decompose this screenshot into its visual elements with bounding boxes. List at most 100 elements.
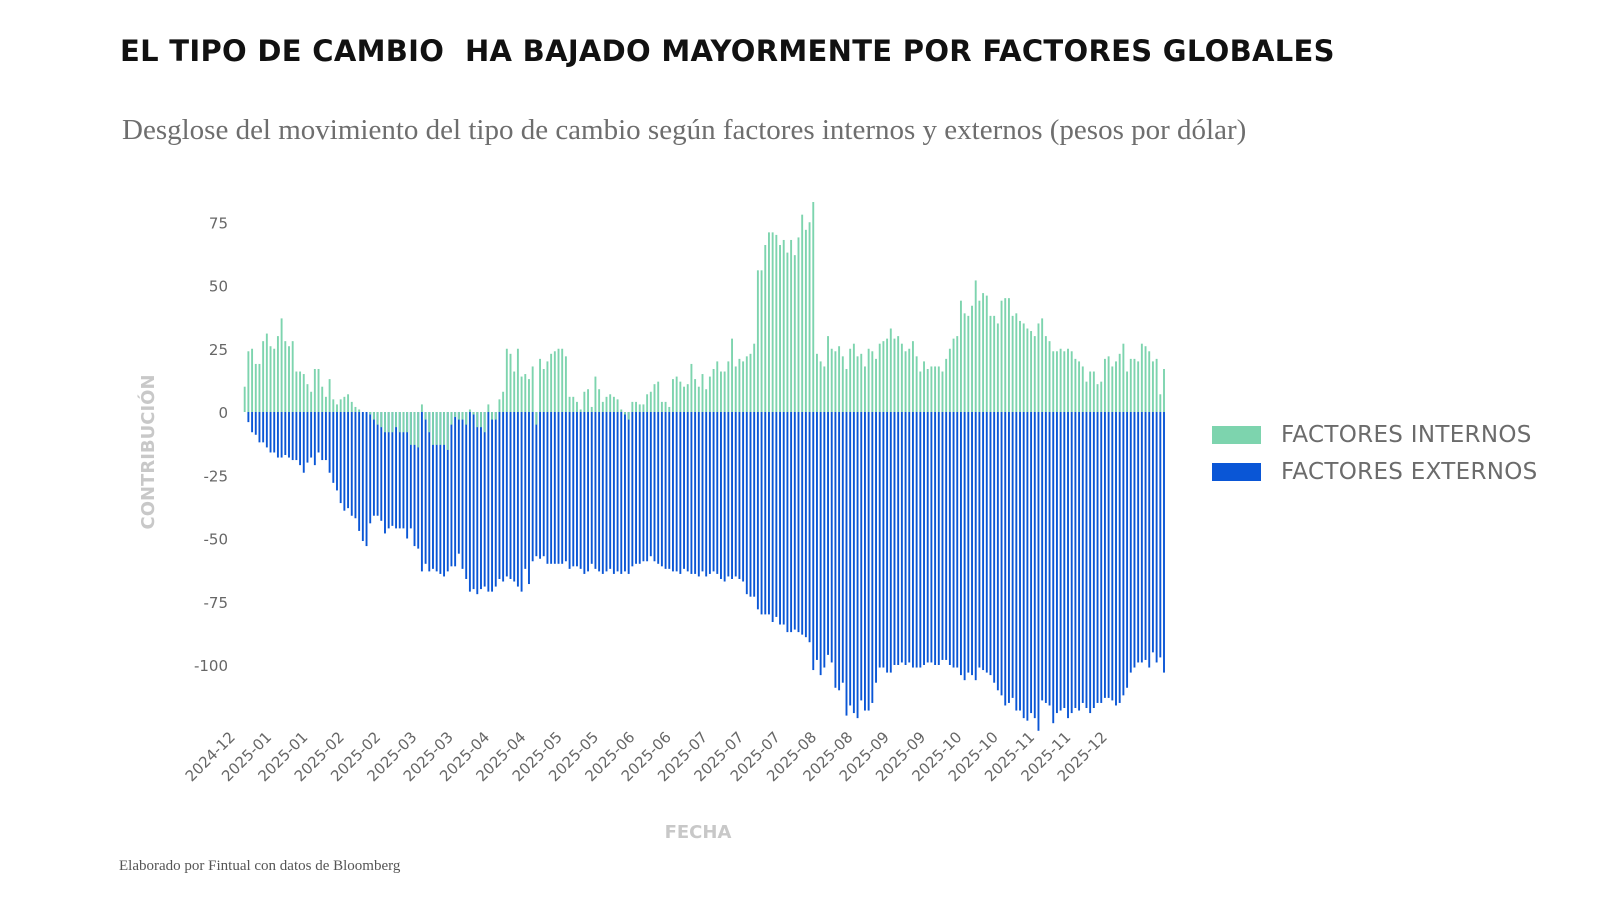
bar-internos xyxy=(1159,394,1162,412)
bar-internos xyxy=(967,315,970,412)
bar-externos xyxy=(734,412,737,577)
bar-internos xyxy=(358,409,361,412)
bar-internos xyxy=(372,412,375,420)
bar-externos xyxy=(505,412,508,577)
bar-externos xyxy=(686,412,689,572)
bar-internos xyxy=(1033,336,1036,412)
bar-internos xyxy=(572,396,575,412)
bar-internos xyxy=(428,412,431,433)
bar-internos xyxy=(409,412,412,445)
bar-externos xyxy=(247,412,250,423)
bar-internos xyxy=(731,338,733,412)
bar-internos xyxy=(601,401,604,412)
bar-externos xyxy=(406,412,409,539)
bar-internos xyxy=(686,384,689,412)
bar-internos xyxy=(764,245,767,412)
bar-externos xyxy=(624,412,626,572)
bar-externos xyxy=(867,412,870,711)
bar-externos xyxy=(701,412,704,572)
bar-externos xyxy=(265,412,268,448)
bar-internos xyxy=(649,391,652,412)
bar-externos xyxy=(332,412,335,483)
bar-externos xyxy=(657,412,660,564)
bar-externos xyxy=(1133,412,1136,668)
bar-internos xyxy=(675,376,678,412)
bar-internos xyxy=(664,401,667,412)
bar-externos xyxy=(952,412,955,668)
bar-externos xyxy=(675,412,678,572)
bar-externos xyxy=(915,412,918,668)
bar-internos xyxy=(1030,331,1033,412)
bar-internos xyxy=(827,336,829,412)
bar-internos xyxy=(793,255,796,412)
bar-externos xyxy=(919,412,922,668)
bar-internos xyxy=(1103,358,1106,412)
bar-internos xyxy=(1089,371,1092,412)
bar-internos xyxy=(819,361,822,412)
bar-internos xyxy=(1022,323,1025,412)
bar-internos xyxy=(446,412,449,450)
bar-internos xyxy=(1037,323,1040,412)
y-tick-label: -50 xyxy=(204,531,229,549)
bar-externos xyxy=(336,412,338,491)
bar-externos xyxy=(498,412,501,579)
bar-internos xyxy=(262,341,265,412)
bar-externos xyxy=(775,412,778,617)
bar-internos xyxy=(753,343,756,412)
bar-internos xyxy=(328,379,331,412)
bar-internos xyxy=(830,348,833,412)
bar-internos xyxy=(302,374,305,412)
bar-internos xyxy=(590,406,593,412)
bar-externos xyxy=(472,412,475,590)
bar-internos xyxy=(450,412,453,425)
bar-internos xyxy=(487,404,490,412)
bar-internos xyxy=(1081,366,1084,412)
bar-externos xyxy=(273,412,276,453)
bar-internos xyxy=(1000,300,1003,412)
bar-externos xyxy=(683,412,685,569)
bar-externos xyxy=(948,412,951,665)
bar-internos xyxy=(1070,351,1073,412)
legend-item-internos[interactable]: FACTORES INTERNOS xyxy=(1212,416,1538,453)
legend-item-externos[interactable]: FACTORES EXTERNOS xyxy=(1212,453,1538,490)
bar-internos xyxy=(756,270,759,412)
bar-externos xyxy=(398,412,401,529)
bar-externos xyxy=(354,412,357,519)
bar-internos xyxy=(812,202,815,412)
bar-internos xyxy=(513,371,516,412)
x-axis: 2024-122025-012025-012025-022025-022025-… xyxy=(182,728,1111,785)
bar-internos xyxy=(516,348,519,412)
bar-internos xyxy=(324,396,327,412)
bar-internos xyxy=(461,412,464,420)
bar-externos xyxy=(1085,412,1088,709)
bar-externos xyxy=(756,412,759,610)
bar-externos xyxy=(391,412,394,526)
bar-internos xyxy=(919,371,922,412)
bar-internos xyxy=(974,280,977,412)
bar-internos xyxy=(897,336,900,412)
bar-externos xyxy=(276,412,279,458)
bar-externos xyxy=(1055,412,1058,714)
bar-externos xyxy=(413,412,416,547)
bar-externos xyxy=(1063,412,1066,709)
bar-internos xyxy=(1133,358,1136,412)
bar-externos xyxy=(697,412,700,577)
bar-internos xyxy=(1148,351,1151,412)
chart-title: EL TIPO DE CAMBIO HA BAJADO MAYORMENTE P… xyxy=(120,34,1335,68)
bar-externos xyxy=(967,412,970,673)
bar-internos xyxy=(465,412,468,425)
bar-internos xyxy=(1085,381,1088,412)
bar-internos xyxy=(745,356,748,412)
bar-internos xyxy=(775,234,778,412)
bar-externos xyxy=(483,412,486,587)
bar-internos xyxy=(823,366,826,412)
bar-externos xyxy=(864,412,866,711)
bar-externos xyxy=(539,412,541,559)
bar-internos xyxy=(908,348,911,412)
bar-internos xyxy=(867,348,870,412)
bar-externos xyxy=(1022,412,1025,719)
bar-internos xyxy=(705,389,708,412)
bar-externos xyxy=(387,412,390,529)
bar-internos xyxy=(299,371,302,412)
